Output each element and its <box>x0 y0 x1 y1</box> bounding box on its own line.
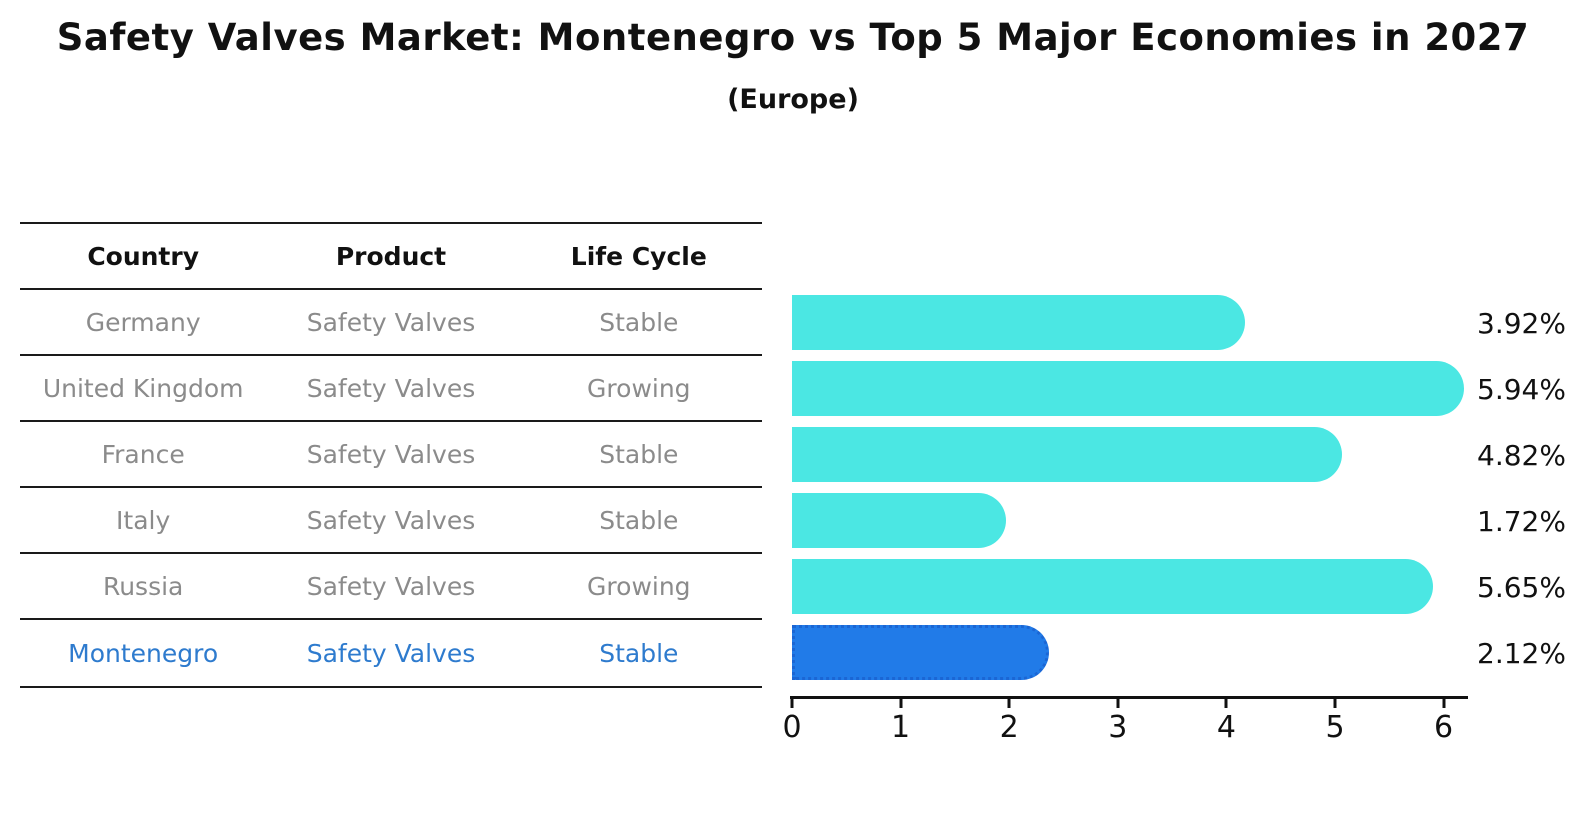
x-tick-mark-6 <box>1442 699 1446 708</box>
cell-product: Safety Valves <box>306 571 476 601</box>
value-label-italy: 1.72% <box>1477 504 1566 538</box>
cell-product: Safety Valves <box>306 307 476 337</box>
column-header-life-cycle: Life Cycle <box>570 241 707 271</box>
column-header-country: Country <box>87 241 200 271</box>
x-tick-mark-3 <box>1116 699 1120 708</box>
value-label-russia: 5.65% <box>1477 570 1566 604</box>
x-tick-mark-2 <box>1007 699 1011 708</box>
cell-product: Safety Valves <box>306 439 476 469</box>
value-label-montenegro: 2.12% <box>1477 636 1566 670</box>
x-tick-mark-1 <box>899 699 903 708</box>
cell-country: Germany <box>85 307 201 337</box>
bar-italy <box>792 493 1006 548</box>
cell-country: Russia <box>102 571 184 601</box>
x-tick-label-0: 0 <box>782 710 802 745</box>
table-row-united-kingdom: United Kingdom Safety Valves Growing <box>20 356 762 422</box>
x-tick-mark-5 <box>1333 699 1337 708</box>
x-axis-line <box>790 696 1468 699</box>
table-row-germany: Germany Safety Valves Stable <box>20 290 762 356</box>
cell-country: France <box>101 439 185 469</box>
x-tick-label-6: 6 <box>1434 710 1454 745</box>
cell-product: Safety Valves <box>306 505 476 535</box>
x-tick-label-3: 3 <box>1108 710 1128 745</box>
table-row-france: France Safety Valves Stable <box>20 422 762 488</box>
column-header-product: Product <box>335 241 447 271</box>
cell-life-cycle: Growing <box>587 571 691 601</box>
x-tick-label-4: 4 <box>1216 710 1236 745</box>
table-row-montenegro: Montenegro Safety Valves Stable <box>20 620 762 686</box>
page-subtitle: (Europe) <box>727 84 859 115</box>
cell-country: Italy <box>116 505 171 535</box>
value-label-germany: 3.92% <box>1477 306 1566 340</box>
value-label-united-kingdom: 5.94% <box>1477 372 1566 406</box>
bar-montenegro-highlighted <box>792 625 1050 680</box>
cell-life-cycle: Stable <box>599 307 679 337</box>
cell-life-cycle: Stable <box>599 638 679 668</box>
table-row-italy: Italy Safety Valves Stable <box>20 488 762 554</box>
bar-united-kingdom <box>792 361 1465 416</box>
page-title: Safety Valves Market: Montenegro vs Top … <box>56 16 1530 59</box>
cell-life-cycle: Growing <box>587 373 691 403</box>
value-label-france: 4.82% <box>1477 438 1566 472</box>
cell-country: Montenegro <box>68 638 219 668</box>
x-tick-label-1: 1 <box>891 710 911 745</box>
x-tick-label-5: 5 <box>1325 710 1345 745</box>
bar-germany <box>792 295 1245 350</box>
table-row-russia: Russia Safety Valves Growing <box>20 554 762 620</box>
cell-product: Safety Valves <box>306 373 476 403</box>
table-header-row: Country Product Life Cycle <box>20 224 762 290</box>
cell-life-cycle: Stable <box>599 505 679 535</box>
x-tick-label-2: 2 <box>999 710 1019 745</box>
country-table: Country Product Life Cycle Germany Safet… <box>20 222 762 688</box>
bar-france <box>792 427 1343 482</box>
cell-product: Safety Valves <box>306 638 476 668</box>
cell-country: United Kingdom <box>42 373 244 403</box>
x-tick-mark-0 <box>790 699 794 708</box>
bar-russia <box>792 559 1433 614</box>
x-tick-mark-4 <box>1224 699 1228 708</box>
cell-life-cycle: Stable <box>599 439 679 469</box>
